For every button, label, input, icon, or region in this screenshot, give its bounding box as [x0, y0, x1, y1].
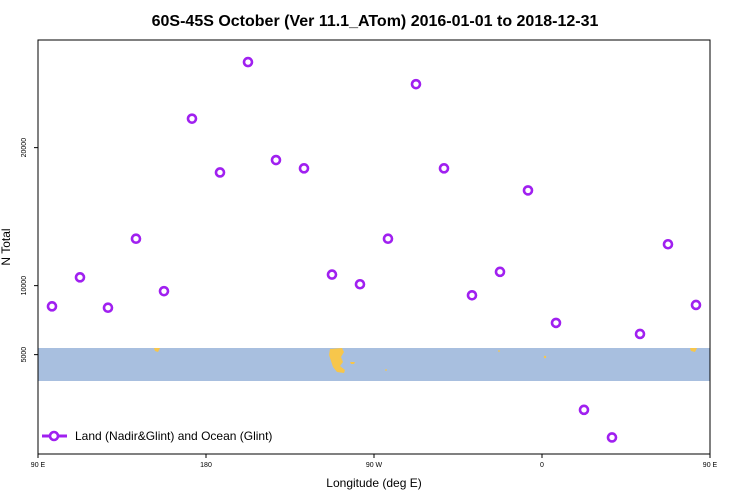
- data-point: [438, 163, 450, 174]
- data-point: [634, 328, 646, 340]
- small-island-b: [690, 348, 697, 352]
- x-tick-label: 0: [540, 462, 544, 469]
- data-point: [690, 299, 702, 311]
- data-point: [550, 317, 562, 329]
- small-island-d: [543, 355, 547, 359]
- plot-frame: [37, 39, 711, 455]
- small-island-e: [498, 350, 500, 352]
- data-point: [130, 233, 142, 245]
- x-axis: 90 E 180 90 W 0 90 E: [31, 454, 718, 469]
- data-point: [270, 154, 282, 166]
- chart-title: 60S-45S October (Ver 11.1_ATom) 2016-01-…: [152, 13, 599, 30]
- map-strip: [38, 348, 710, 381]
- data-point: [578, 404, 590, 416]
- data-point: [410, 78, 422, 90]
- data-point: [242, 56, 254, 68]
- data-point: [102, 302, 114, 314]
- ocean-band: [38, 348, 710, 381]
- data-point: [354, 278, 366, 290]
- data-point: [494, 266, 506, 278]
- x-tick-label: 90 E: [703, 462, 718, 469]
- y-tick-label: 20000: [21, 138, 28, 158]
- legend-label: Land (Nadir&Glint) and Ocean (Glint): [75, 429, 272, 443]
- y-tick-label: 5000: [21, 347, 28, 363]
- data-point: [298, 163, 310, 174]
- data-point: [466, 289, 478, 301]
- land-masses: [154, 348, 697, 373]
- data-points: [46, 56, 702, 443]
- antarctic-peninsula-land: [329, 348, 345, 373]
- x-tick-label: 180: [200, 462, 212, 469]
- small-island-a: [154, 348, 160, 352]
- y-axis-label: N Total: [0, 228, 13, 265]
- x-tick-label: 90 E: [31, 462, 46, 469]
- x-axis-label: Longitude (deg E): [326, 476, 421, 490]
- data-point: [214, 167, 226, 178]
- data-point: [326, 269, 338, 280]
- data-point: [606, 432, 618, 443]
- legend-marker: [48, 430, 60, 442]
- data-point: [382, 233, 394, 245]
- data-point: [522, 185, 534, 196]
- data-point: [46, 301, 58, 312]
- data-point: [662, 238, 674, 250]
- x-tick-label: 90 W: [366, 462, 383, 469]
- data-point: [74, 272, 86, 283]
- data-point: [186, 113, 198, 124]
- y-axis: 5000 10000 20000: [21, 138, 38, 363]
- data-point: [158, 285, 170, 297]
- small-island-c: [350, 362, 355, 364]
- legend: Land (Nadir&Glint) and Ocean (Glint): [42, 429, 272, 443]
- small-island-f: [385, 369, 387, 371]
- y-tick-label: 10000: [21, 276, 28, 296]
